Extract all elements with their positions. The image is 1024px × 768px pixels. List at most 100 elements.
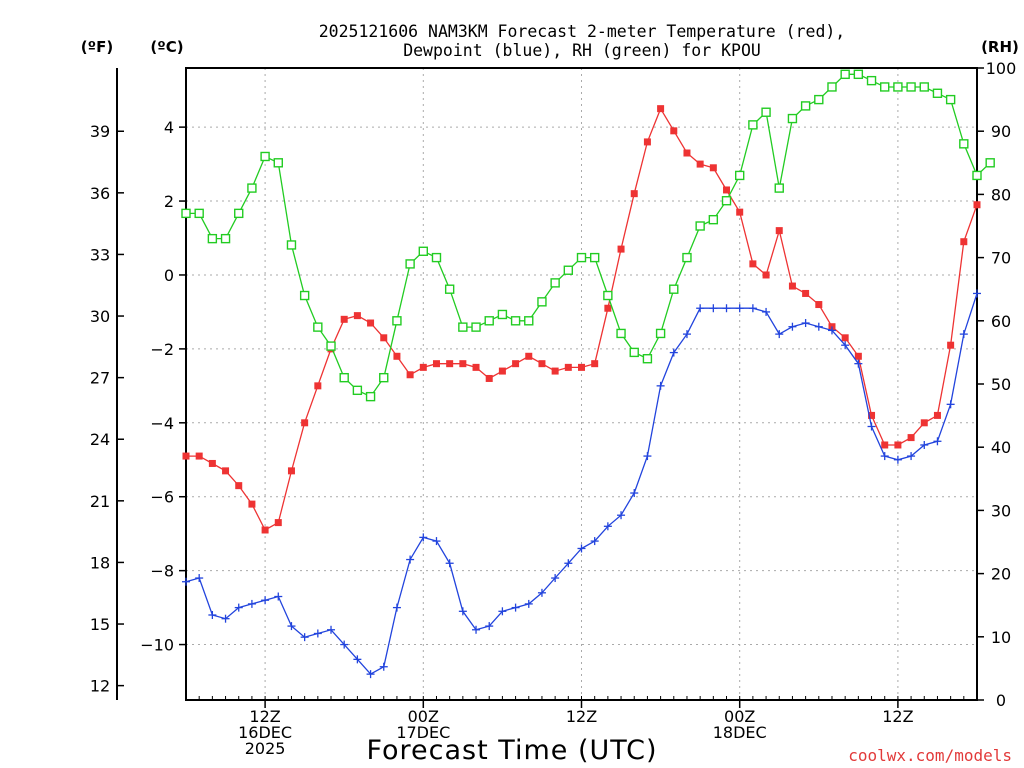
temperature-point <box>630 190 638 198</box>
temperature-point <box>947 341 955 349</box>
temperature-point <box>709 164 717 172</box>
dewpoint-point <box>432 537 441 546</box>
fahrenheit-tick-label: 15 <box>90 615 110 634</box>
celsius-tick-label: 4 <box>164 118 174 137</box>
temperature-point <box>432 360 440 368</box>
temperature-point <box>551 367 559 375</box>
rh-point <box>260 151 270 162</box>
dewpoint-point <box>208 610 217 619</box>
temperature-point <box>736 208 744 216</box>
temperature-point <box>802 289 810 297</box>
rh-line <box>186 73 991 398</box>
rh-tick-label: 60 <box>991 312 1011 331</box>
dewpoint-point <box>867 422 876 431</box>
rh-point <box>682 252 692 263</box>
dewpoint-point <box>182 577 190 586</box>
dewpoint-point <box>353 655 362 664</box>
dewpoint-point <box>564 559 573 568</box>
x-tick-label: 12Z <box>882 707 913 726</box>
rh-point <box>603 290 613 301</box>
dewpoint-point <box>959 330 968 339</box>
dewpoint-point <box>709 304 718 313</box>
fahrenheit-unit-label: (ºF) <box>81 38 113 56</box>
dewpoint-point <box>287 622 296 631</box>
temperature-point <box>854 352 862 360</box>
temperature-point <box>301 419 309 427</box>
rh-point <box>945 94 956 105</box>
rh-point <box>524 316 534 326</box>
temperature-point <box>868 411 876 419</box>
temperature-point <box>723 186 731 194</box>
dewpoint-point <box>603 522 612 531</box>
temperature-point <box>393 352 401 360</box>
temperature-point <box>564 363 572 371</box>
rh-point <box>642 354 653 364</box>
rh-point <box>866 75 877 86</box>
dewpoint-point <box>841 341 850 350</box>
x-tick-label: 00Z <box>724 707 755 726</box>
rh-point <box>814 94 824 105</box>
rh-point <box>655 328 666 339</box>
rh-point <box>735 170 745 181</box>
rh-point <box>695 221 705 231</box>
dewpoint-point <box>933 437 942 446</box>
chart-title-line1: 2025121606 NAM3KM Forecast 2-meter Tempe… <box>319 22 846 41</box>
rh-point <box>181 208 191 219</box>
fahrenheit-tick-label: 24 <box>90 430 110 449</box>
rh-tick-label: 90 <box>991 122 1011 141</box>
temperature-point <box>380 334 388 342</box>
rh-point <box>379 372 389 383</box>
rh-point <box>708 214 719 225</box>
dewpoint-point <box>300 633 309 642</box>
x-tick-label: 18DEC <box>713 723 767 742</box>
dewpoint-point <box>696 304 705 313</box>
rh-point <box>418 246 428 256</box>
rh-point <box>365 391 376 402</box>
dewpoint-point <box>551 574 560 583</box>
temperature-point <box>182 452 190 460</box>
source-credit: coolwx.com/models <box>848 746 1012 765</box>
temperature-point <box>472 363 480 371</box>
dewpoint-point <box>630 489 639 498</box>
rh-point <box>919 82 929 92</box>
dewpoint-point <box>907 452 916 461</box>
temperature-point <box>314 382 322 390</box>
dewpoint-point <box>801 319 810 328</box>
dewpoint-point <box>946 400 955 409</box>
rh-point <box>893 82 903 92</box>
temperature-point <box>762 271 770 279</box>
dewpoint-point <box>221 614 230 623</box>
celsius-tick-label: −2 <box>150 340 174 359</box>
x-tick-label: 2025 <box>245 739 286 758</box>
temperature-point <box>446 360 454 368</box>
plot-frame <box>185 67 978 701</box>
rh-point <box>589 252 600 263</box>
rh-tick-label: 80 <box>991 185 1011 204</box>
dewpoint-point <box>682 330 691 339</box>
dewpoint-point <box>234 603 243 612</box>
rh-point <box>748 120 758 130</box>
rh-point <box>629 347 639 358</box>
axes: 420−2−4−6−8−1039363330272421181512100908… <box>90 59 1016 758</box>
fahrenheit-tick-label: 27 <box>90 369 110 388</box>
rh-point <box>352 385 363 396</box>
dewpoint-point <box>406 555 415 564</box>
temperature-point <box>235 482 243 490</box>
temperature-point <box>274 519 282 527</box>
rh-tick-label: 70 <box>991 249 1011 268</box>
rh-point <box>471 322 481 332</box>
data-series <box>181 69 995 679</box>
rh-point <box>985 158 995 168</box>
dewpoint-point <box>313 629 322 638</box>
dewpoint-point <box>669 348 678 357</box>
dewpoint-point <box>537 588 546 597</box>
dewpoint-point <box>854 359 863 368</box>
rh-point <box>774 183 784 193</box>
temperature-point <box>643 138 651 146</box>
dewpoint-point <box>814 322 823 331</box>
temperature-point <box>907 434 915 442</box>
fahrenheit-tick-label: 30 <box>90 307 110 326</box>
rh-point <box>800 101 811 111</box>
temperature-point <box>617 245 625 253</box>
celsius-tick-label: −10 <box>140 636 174 655</box>
